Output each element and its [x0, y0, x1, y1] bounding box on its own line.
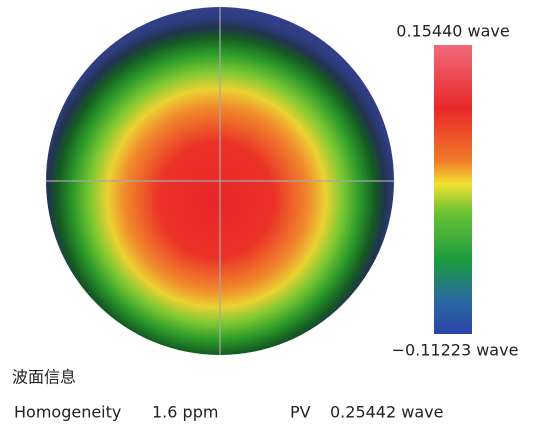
crosshair: [46, 7, 394, 355]
colorbar-max: 0.15440 wave: [396, 22, 509, 41]
colorbar-min: −0.11223 wave: [392, 341, 519, 360]
homogeneity-value: 1.6 ppm: [152, 403, 218, 422]
homogeneity-label: Homogeneity: [14, 403, 121, 422]
info-title: 波面信息: [12, 368, 76, 387]
colorbar: [434, 45, 472, 334]
pv-label: PV: [290, 403, 311, 422]
pv-value: 0.25442 wave: [330, 403, 443, 422]
